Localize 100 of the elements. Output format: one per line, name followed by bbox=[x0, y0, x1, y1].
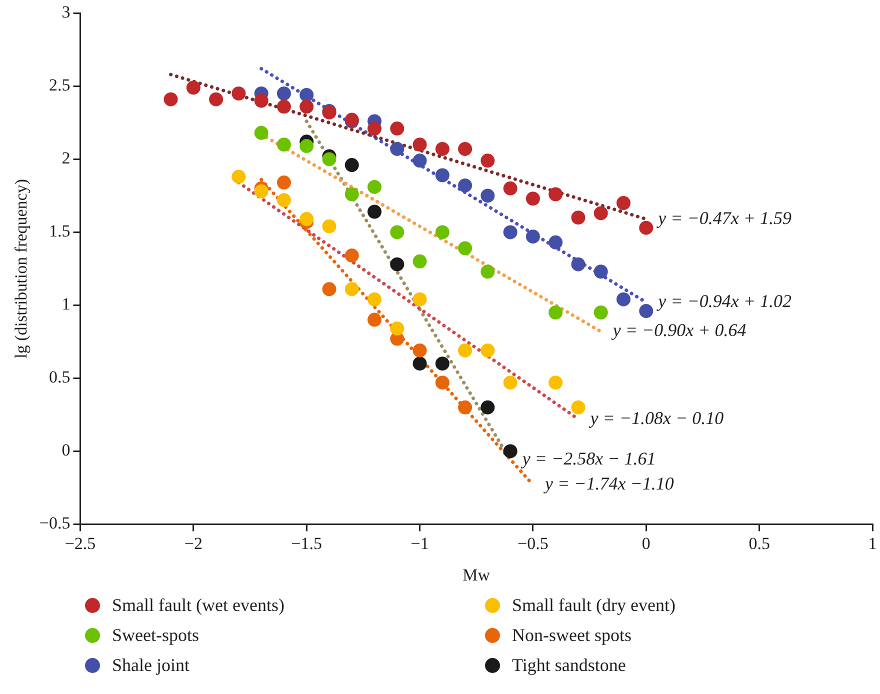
x-tick-label: 0.5 bbox=[748, 534, 770, 553]
point bbox=[322, 282, 336, 296]
point bbox=[435, 376, 450, 390]
point bbox=[344, 187, 359, 202]
point bbox=[322, 219, 336, 234]
point bbox=[254, 94, 268, 108]
point bbox=[412, 356, 427, 371]
point bbox=[344, 158, 359, 172]
point bbox=[548, 306, 563, 320]
series-label: y = −0.94x + 1.02 bbox=[656, 291, 792, 312]
point bbox=[344, 248, 359, 263]
y-tick-label: −0.5 bbox=[39, 514, 70, 533]
point bbox=[254, 184, 268, 198]
legend-label: Small fault (dry event) bbox=[512, 594, 676, 616]
point bbox=[639, 304, 654, 318]
point bbox=[390, 225, 404, 240]
point bbox=[548, 376, 563, 390]
point bbox=[480, 154, 495, 168]
y-tick-label: 0 bbox=[62, 440, 70, 460]
y-tick-label: 2.5 bbox=[48, 76, 70, 95]
point bbox=[435, 225, 450, 240]
y-tick-label: 1 bbox=[62, 294, 70, 314]
point bbox=[368, 122, 382, 136]
point bbox=[480, 400, 495, 414]
point bbox=[526, 192, 540, 206]
x-tick-label: 1 bbox=[868, 534, 877, 553]
point bbox=[548, 235, 563, 250]
legend-label: Non-sweet spots bbox=[512, 624, 632, 646]
point bbox=[186, 80, 200, 95]
point bbox=[232, 170, 246, 184]
x-axis-title: Mw bbox=[462, 565, 491, 584]
point bbox=[276, 193, 291, 208]
point bbox=[390, 257, 404, 272]
y-tick-label: 0.5 bbox=[48, 368, 70, 387]
point bbox=[503, 444, 518, 458]
point bbox=[458, 142, 472, 156]
point bbox=[571, 257, 586, 272]
y-tick-label: 1.5 bbox=[48, 222, 70, 241]
point bbox=[368, 204, 382, 219]
point bbox=[276, 176, 291, 190]
point bbox=[435, 356, 450, 371]
point bbox=[594, 206, 608, 220]
point bbox=[322, 152, 336, 166]
point bbox=[503, 225, 518, 240]
point bbox=[300, 100, 314, 114]
point bbox=[503, 181, 518, 196]
x-tick-label: −1.5 bbox=[291, 534, 322, 553]
y-tick-label: 2 bbox=[62, 148, 70, 168]
point bbox=[300, 88, 314, 102]
point bbox=[458, 400, 472, 414]
x-tick-label: −0.5 bbox=[518, 534, 548, 553]
point bbox=[412, 292, 427, 306]
y-tick-label: 3 bbox=[62, 2, 70, 22]
point bbox=[412, 154, 427, 168]
point bbox=[300, 139, 314, 154]
point bbox=[276, 138, 291, 152]
point bbox=[480, 343, 495, 358]
point bbox=[435, 168, 450, 182]
point bbox=[594, 306, 608, 320]
point bbox=[412, 138, 427, 152]
x-tick-label: −1 bbox=[410, 534, 429, 553]
series-label: y = −0.90x + 0.64 bbox=[610, 320, 746, 340]
point bbox=[548, 187, 563, 202]
point bbox=[435, 142, 450, 156]
point bbox=[480, 188, 495, 203]
point bbox=[368, 292, 382, 306]
legend-label: Tight sandstone bbox=[512, 654, 626, 676]
x-tick-label: 0 bbox=[642, 534, 650, 553]
point bbox=[344, 282, 359, 296]
point bbox=[300, 212, 314, 226]
point bbox=[412, 254, 427, 268]
point bbox=[458, 343, 472, 358]
x-tick-label: −2 bbox=[184, 534, 202, 553]
point bbox=[390, 142, 404, 156]
point bbox=[616, 196, 631, 210]
point bbox=[276, 86, 291, 100]
point bbox=[526, 230, 540, 244]
series-label: y = −0.47x + 1.59 bbox=[656, 208, 792, 228]
point bbox=[458, 178, 472, 192]
point bbox=[390, 122, 404, 136]
series-label: y = −1.74x −1.10 bbox=[542, 474, 674, 494]
point bbox=[232, 86, 246, 100]
point bbox=[503, 376, 518, 390]
point bbox=[209, 92, 224, 106]
point bbox=[368, 312, 382, 327]
point bbox=[571, 400, 586, 414]
series-label: y = −1.08x − 0.10 bbox=[588, 408, 724, 428]
point bbox=[412, 343, 427, 358]
series-label: y = −2.58x − 1.61 bbox=[520, 448, 656, 469]
point bbox=[616, 292, 631, 306]
point bbox=[164, 92, 178, 106]
point bbox=[480, 264, 495, 279]
legend-label: Small fault (wet events) bbox=[112, 594, 284, 616]
point bbox=[254, 126, 268, 140]
point bbox=[571, 210, 586, 225]
legend-label: Shale joint bbox=[112, 654, 190, 676]
x-tick-label: −2.5 bbox=[64, 534, 96, 553]
y-axis-title: lg (distribution frequency) bbox=[12, 178, 31, 358]
point bbox=[276, 100, 291, 114]
point bbox=[639, 220, 654, 235]
